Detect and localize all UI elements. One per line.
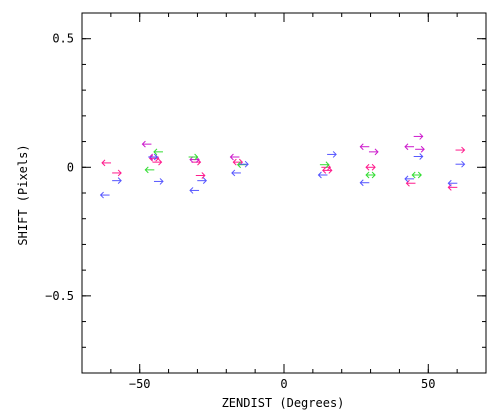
arrow-head-right	[374, 148, 379, 156]
arrow-marker	[404, 175, 415, 183]
arrow-head-left	[232, 158, 237, 166]
arrow-marker	[239, 160, 249, 168]
arrow-head-right	[461, 160, 466, 168]
arrow-marker	[455, 160, 466, 168]
arrow-marker	[365, 171, 376, 179]
arrow-head-right	[325, 161, 330, 169]
arrow-head-left	[236, 161, 242, 169]
arrow-head-left	[405, 179, 410, 187]
arrow-head-left	[404, 175, 409, 183]
x-tick-label: 50	[421, 377, 435, 391]
arrow-marker	[365, 163, 376, 171]
y-tick-label: −0.5	[45, 289, 74, 303]
arrow-marker	[144, 166, 155, 174]
arrow-marker	[405, 179, 416, 187]
arrow-marker	[112, 169, 122, 177]
arrow-head-right	[371, 163, 376, 171]
arrow-head-right	[194, 153, 199, 161]
x-axis-label: ZENDIST (Degrees)	[222, 396, 345, 410]
arrow-marker	[411, 171, 422, 179]
arrow-head-left	[317, 171, 322, 179]
y-axis-label: SHIFT (Pixels)	[16, 144, 30, 245]
arrow-head-right	[159, 178, 164, 185]
arrow-marker	[197, 177, 207, 185]
arrow-marker	[404, 143, 415, 151]
arrow-head-right	[419, 133, 424, 140]
arrow-head-left	[404, 143, 409, 151]
arrow-marker	[101, 159, 112, 167]
arrow-marker	[327, 151, 337, 158]
arrow-marker	[415, 145, 425, 153]
arrow-head-left	[411, 171, 416, 179]
plot-frame	[81, 12, 487, 374]
arrow-head-right	[117, 177, 122, 185]
arrow-head-right	[244, 160, 249, 168]
arrow-head-left	[229, 153, 234, 161]
arrow-head-left	[101, 159, 106, 167]
arrow-marker	[359, 179, 370, 187]
arrow-head-left	[144, 166, 149, 174]
arrow-marker	[152, 158, 163, 166]
y-tick-label: 0	[67, 160, 74, 174]
arrow-head-right	[158, 158, 163, 166]
arrow-marker	[153, 148, 163, 156]
arrow-marker	[455, 146, 466, 154]
arrow-head-left	[148, 154, 153, 162]
arrow-marker	[148, 153, 158, 161]
x-tick-label: 0	[280, 377, 287, 391]
arrow-marker	[153, 178, 164, 185]
arrow-head-left	[231, 169, 236, 177]
arrow-marker	[317, 171, 328, 179]
arrow-marker	[141, 140, 152, 148]
arrow-head-right	[201, 172, 206, 179]
arrow-head-right	[202, 177, 207, 185]
arrow-head-right	[117, 169, 122, 177]
arrow-marker	[188, 153, 199, 161]
arrow-head-left	[189, 187, 194, 194]
arrow-head-right	[417, 171, 422, 179]
arrow-head-left	[99, 191, 104, 199]
arrow-marker	[359, 143, 370, 151]
arrow-marker	[322, 167, 333, 174]
arrow-head-right	[328, 167, 333, 174]
arrow-marker	[195, 172, 206, 179]
arrow-head-left	[365, 171, 370, 179]
arrow-head-left	[365, 163, 370, 171]
x-tick-label: −50	[129, 377, 151, 391]
arrow-marker	[229, 153, 240, 161]
arrow-head-left	[359, 179, 364, 187]
arrow-head-right	[153, 153, 158, 161]
arrow-head-right	[461, 146, 466, 154]
axes: −50 0 50 −0.5 0 0.5	[45, 12, 487, 391]
arrow-marker	[236, 161, 247, 169]
arrow-marker	[112, 177, 122, 185]
arrow-marker	[447, 179, 458, 187]
arrow-head-right	[420, 145, 425, 153]
arrow-head-left	[359, 143, 364, 151]
arrow-marker	[319, 161, 330, 169]
arrow-head-right	[332, 151, 337, 158]
y-tick-label: 0.5	[52, 32, 74, 46]
data-marks	[99, 133, 466, 199]
arrow-head-left	[141, 140, 146, 148]
arrow-head-left	[322, 167, 327, 174]
arrow-head-left	[189, 156, 194, 163]
arrow-head-left	[153, 148, 158, 156]
arrow-head-right	[419, 153, 424, 160]
arrow-marker	[368, 148, 379, 156]
arrow-head-left	[447, 179, 452, 187]
arrow-marker	[413, 133, 424, 140]
arrow-marker	[189, 187, 200, 194]
arrow-marker	[413, 153, 424, 160]
arrow-marker	[231, 169, 241, 177]
arrow-head-right	[371, 171, 376, 179]
arrow-marker	[99, 191, 110, 199]
